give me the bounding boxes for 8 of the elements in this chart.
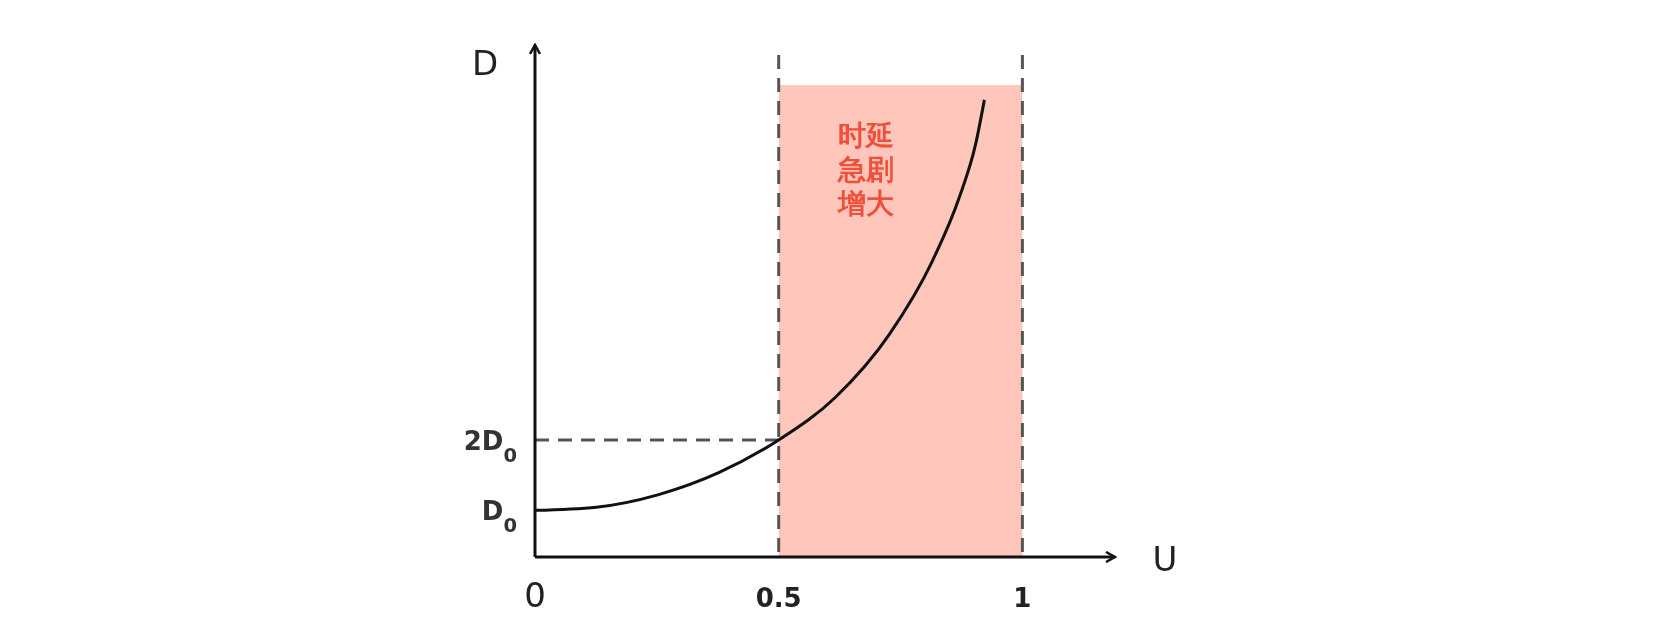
y-axis-title: D: [471, 43, 499, 83]
x-tick-label: 1: [1013, 583, 1032, 613]
band-label: 时延急剧增大: [836, 119, 896, 220]
annotation: 2D$_{0}$: [463, 425, 517, 467]
x-tick-label: 0: [524, 575, 546, 615]
annotation: D$_{0}$: [481, 496, 517, 537]
x-axis-title: U: [1152, 539, 1178, 579]
x-tick-label: 0.5: [755, 583, 802, 613]
